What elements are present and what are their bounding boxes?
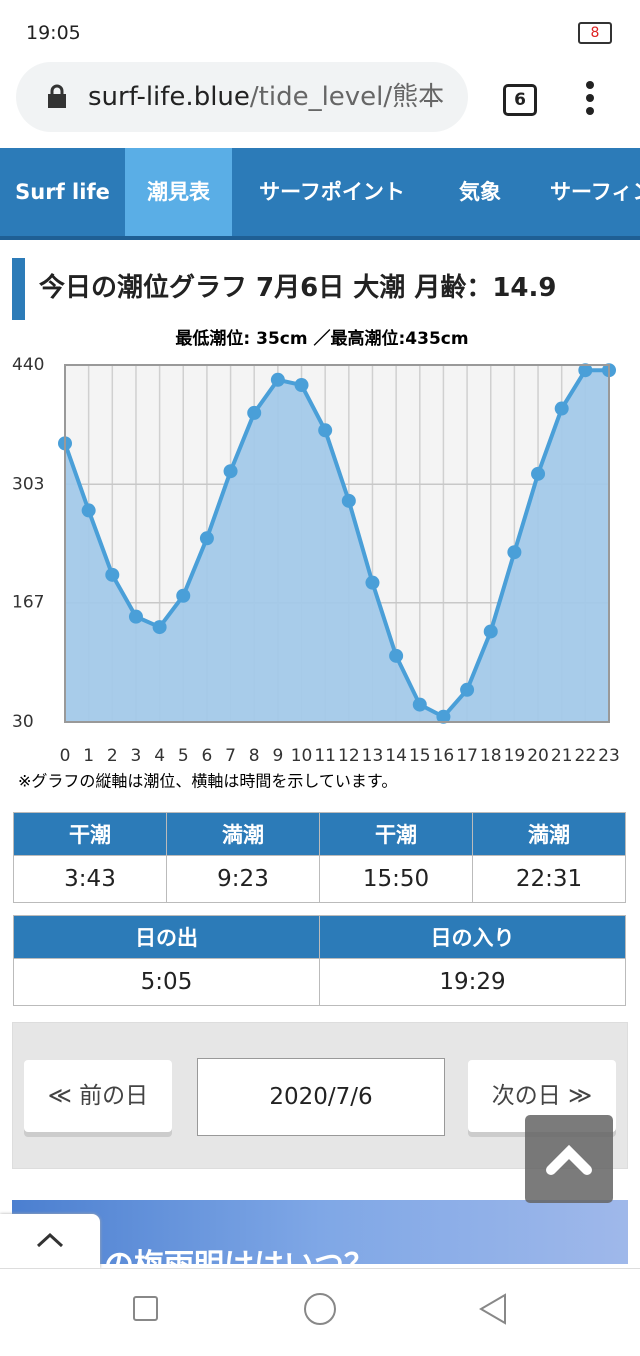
x-tick-label: 19 <box>504 746 526 766</box>
table-header: 日の入り <box>319 915 626 959</box>
back-to-top-button[interactable] <box>525 1115 613 1203</box>
tide-point <box>412 697 427 712</box>
x-tick-label: 23 <box>598 746 620 766</box>
x-tick-label: 2 <box>107 746 118 766</box>
tide-point <box>270 372 285 387</box>
nav-item[interactable]: 気象 <box>459 180 501 204</box>
table-header: 満潮 <box>472 812 626 856</box>
url: surf-life.blue/tide_level/熊本 <box>88 62 444 132</box>
battery: 8 <box>578 22 612 44</box>
tide-point <box>318 423 333 438</box>
lock-icon <box>48 84 66 108</box>
x-tick-label: 14 <box>385 746 407 766</box>
table-cell: 22:31 <box>472 855 626 903</box>
table-header: 満潮 <box>166 812 320 856</box>
menu-button[interactable] <box>582 80 598 116</box>
tide-table: 干潮 満潮 干潮 満潮 3:43 9:23 15:50 22:31 <box>13 812 626 903</box>
x-tick-label: 16 <box>433 746 455 766</box>
tide-point <box>436 709 451 724</box>
x-tick-label: 15 <box>409 746 431 766</box>
nav-item-active[interactable]: 潮見表 <box>125 148 232 236</box>
table-header: 日の出 <box>13 915 320 959</box>
table-cell: 15:50 <box>319 855 473 903</box>
nav-bar: Surf life 潮見表 サーフポイント 気象 サーフィン <box>0 148 640 240</box>
chart-note: ※グラフの縦軸は潮位、横軸は時間を示しています。 <box>18 772 397 791</box>
tide-point <box>341 493 356 508</box>
x-tick-label: 8 <box>249 746 260 766</box>
clock: 19:05 <box>26 22 81 44</box>
plot-border <box>64 364 610 723</box>
x-tick-label: 11 <box>314 746 336 766</box>
y-tick-label: 30 <box>12 712 34 732</box>
tide-point <box>460 682 475 697</box>
tide-point <box>247 405 262 420</box>
nav-item[interactable]: サーフポイント <box>259 180 405 204</box>
banner-text: の梅雨明けはいつ？ <box>104 1240 374 1264</box>
url-path: /tide_level/熊本 <box>249 82 445 112</box>
prev-day-button[interactable]: ≪ 前の日 <box>24 1060 172 1132</box>
x-tick-label: 4 <box>154 746 165 766</box>
next-day-button[interactable]: 次の日 ≫ <box>468 1060 616 1132</box>
x-tick-label: 1 <box>83 746 94 766</box>
x-tick-label: 12 <box>338 746 360 766</box>
tide-point <box>389 648 404 663</box>
y-tick-label: 303 <box>12 474 44 494</box>
date-display: 2020/7/6 <box>197 1058 445 1136</box>
expand-tab[interactable] <box>0 1214 100 1268</box>
x-tick-label: 22 <box>575 746 597 766</box>
x-tick-label: 6 <box>201 746 212 766</box>
tide-point <box>365 575 380 590</box>
system-nav-icons <box>133 1293 506 1325</box>
tide-chart: 最低潮位: 35cm ／最高潮位:435cm ※グラフの縦軸は潮位、横軸は時間を… <box>12 328 620 791</box>
table-cell: 3:43 <box>13 855 167 903</box>
x-tick-label: 13 <box>362 746 384 766</box>
x-tick-label: 5 <box>178 746 189 766</box>
tide-point <box>223 464 238 479</box>
table-cell: 5:05 <box>13 958 320 1006</box>
tide-point <box>176 588 191 603</box>
tab-count[interactable]: 6 <box>503 84 537 116</box>
url-bar[interactable]: surf-life.blue/tide_level/熊本 <box>16 62 468 132</box>
chart-subtitle: 最低潮位: 35cm ／最高潮位:435cm <box>175 328 468 349</box>
tide-point <box>554 401 569 416</box>
x-tick-label: 10 <box>291 746 313 766</box>
y-tick-label: 440 <box>12 355 44 375</box>
table-cell: 19:29 <box>319 958 626 1006</box>
tide-point <box>483 624 498 639</box>
table-header: 干潮 <box>13 812 167 856</box>
y-tick-label: 167 <box>12 593 44 613</box>
x-tick-label: 7 <box>225 746 236 766</box>
status-bar: 19:05 8 <box>0 0 640 60</box>
tide-point <box>531 466 546 481</box>
banner[interactable]: の梅雨明けはいつ？ <box>12 1200 628 1264</box>
up-icon <box>546 1144 592 1175</box>
tide-point <box>105 567 120 582</box>
tide-point <box>294 378 309 393</box>
sun-table: 日の出 日の入り 5:05 19:29 <box>13 915 626 1006</box>
tide-area <box>65 370 609 722</box>
table-cell: 9:23 <box>166 855 320 903</box>
tide-point <box>128 609 143 624</box>
nav-item[interactable]: Surf life <box>15 180 110 204</box>
x-tick-label: 0 <box>60 746 71 766</box>
system-nav-bar <box>0 1268 640 1352</box>
x-tick-label: 9 <box>272 746 283 766</box>
tide-point <box>199 531 214 546</box>
tide-point <box>507 545 522 560</box>
chevron-icon <box>36 1232 64 1248</box>
x-tick-label: 21 <box>551 746 573 766</box>
x-tick-label: 3 <box>131 746 142 766</box>
url-host: surf-life.blue <box>88 82 250 112</box>
tide-point <box>81 503 96 518</box>
tide-point <box>578 363 593 378</box>
x-tick-label: 17 <box>456 746 478 766</box>
heading: 今日の潮位グラフ 7月6日 大潮 月齢：14.9 <box>12 258 640 320</box>
table-header: 干潮 <box>319 812 473 856</box>
nav-item[interactable]: サーフィン <box>550 180 640 204</box>
x-tick-label: 18 <box>480 746 502 766</box>
x-tick-label: 20 <box>527 746 549 766</box>
tide-point <box>152 620 167 635</box>
